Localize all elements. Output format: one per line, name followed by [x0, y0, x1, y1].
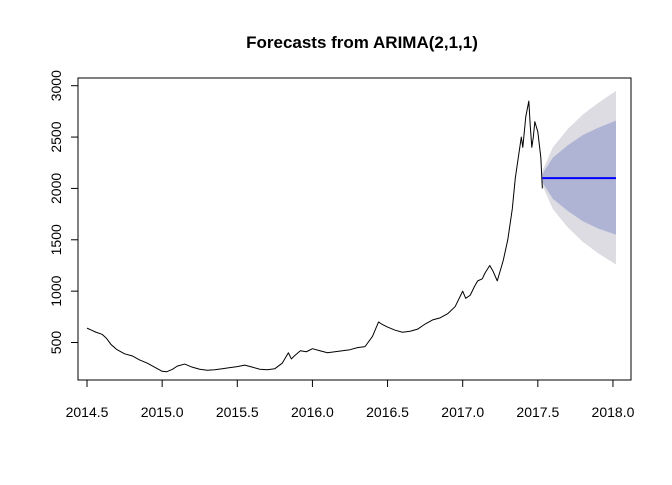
x-tick-label: 2018.0 [592, 404, 635, 420]
y-tick-label: 3000 [48, 70, 64, 101]
history-line [86, 100, 543, 373]
x-tick-label: 2015.0 [141, 404, 184, 420]
y-axis: 500 1000 1500 2000 2500 3000 [48, 70, 79, 355]
x-tick-label: 2017.0 [441, 404, 484, 420]
series-lines [86, 100, 616, 373]
plot-frame [77, 77, 632, 381]
x-tick-label: 2016.5 [366, 404, 409, 420]
x-axis: 2014.5 2015.0 2015.5 2016.0 2016.5 2017.0 2017… [66, 379, 635, 420]
x-tick-label: 2016.0 [291, 404, 334, 420]
x-tick-label: 2015.5 [216, 404, 259, 420]
x-tick-label: 2014.5 [66, 404, 109, 420]
y-tick-label: 2000 [48, 173, 64, 204]
y-tick-label: 1500 [48, 224, 64, 255]
y-tick-label: 2500 [48, 121, 64, 152]
y-tick-label: 1000 [48, 275, 64, 306]
chart-title: Forecasts from ARIMA(2,1,1) [246, 33, 478, 52]
x-tick-label: 2017.5 [516, 404, 559, 420]
y-tick-label: 500 [48, 331, 64, 355]
